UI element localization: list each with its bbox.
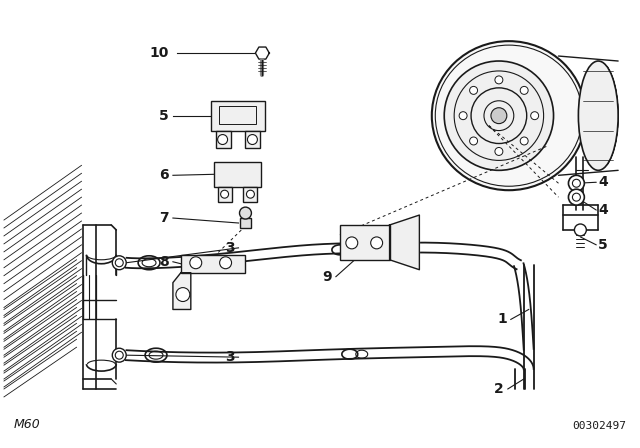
Text: M60: M60 [14, 418, 41, 431]
Bar [214, 162, 261, 187]
Bar [181, 255, 246, 273]
Circle shape [491, 108, 507, 124]
Circle shape [239, 207, 252, 219]
Circle shape [470, 137, 477, 145]
Circle shape [221, 190, 228, 198]
Circle shape [346, 237, 358, 249]
Circle shape [218, 134, 228, 145]
Ellipse shape [579, 61, 618, 170]
Bar [340, 225, 390, 260]
Text: 4: 4 [598, 175, 608, 189]
Text: 8: 8 [159, 255, 169, 269]
Polygon shape [173, 273, 191, 310]
Bar [239, 218, 252, 228]
Circle shape [495, 76, 503, 84]
Circle shape [444, 61, 554, 170]
Text: 1: 1 [497, 312, 507, 327]
Text: 7: 7 [159, 211, 169, 225]
Circle shape [246, 190, 255, 198]
Circle shape [459, 112, 467, 120]
Text: 3: 3 [225, 241, 234, 255]
Text: 5: 5 [598, 238, 608, 252]
Bar [211, 101, 266, 130]
Circle shape [190, 257, 202, 269]
Circle shape [248, 134, 257, 145]
Circle shape [575, 224, 586, 236]
Text: 4: 4 [598, 203, 608, 217]
Polygon shape [390, 215, 419, 270]
Bar [216, 130, 230, 148]
Ellipse shape [432, 41, 586, 190]
Text: 3: 3 [225, 350, 234, 364]
Circle shape [568, 189, 584, 205]
Circle shape [568, 175, 584, 191]
Text: 00302497: 00302497 [572, 421, 626, 431]
Circle shape [220, 257, 232, 269]
Text: 6: 6 [159, 168, 169, 182]
Circle shape [520, 137, 528, 145]
Text: 2: 2 [494, 382, 504, 396]
Bar [246, 130, 260, 148]
Circle shape [112, 348, 126, 362]
Bar [243, 187, 257, 202]
Circle shape [531, 112, 539, 120]
Text: 9: 9 [323, 270, 332, 284]
Circle shape [520, 86, 528, 95]
Text: 5: 5 [159, 109, 169, 123]
Text: 10: 10 [150, 46, 169, 60]
Circle shape [470, 86, 477, 95]
Bar [218, 187, 232, 202]
Circle shape [176, 288, 190, 302]
Circle shape [371, 237, 383, 249]
Circle shape [495, 147, 503, 155]
Bar [219, 106, 257, 124]
Circle shape [112, 256, 126, 270]
